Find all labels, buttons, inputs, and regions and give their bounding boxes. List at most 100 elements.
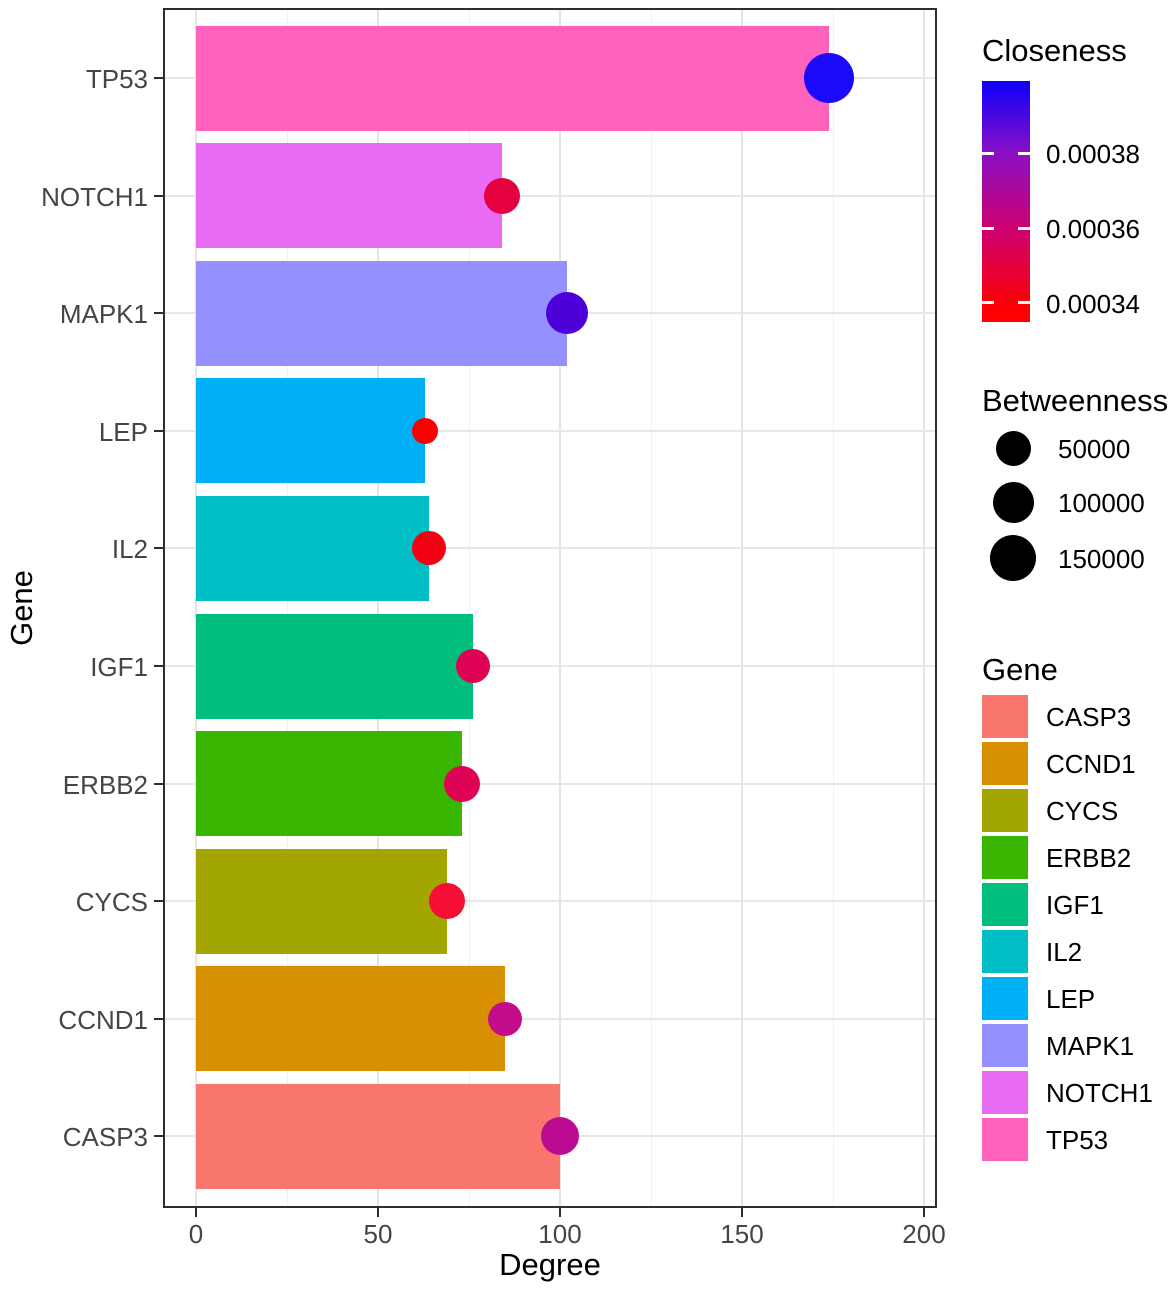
closeness-tick-label-0.00038: 0.00038 [1046, 139, 1140, 170]
bar-CCND1 [196, 966, 506, 1072]
y-tick-label-MAPK1: MAPK1 [59, 299, 148, 330]
y-tick-CCND1 [154, 1017, 163, 1020]
x-major-gridline-100 [559, 8, 561, 1208]
point-IGF1 [455, 649, 490, 683]
closeness-tick-dash-right-0.00036 [1018, 226, 1030, 230]
x-tick-label-150: 150 [720, 1219, 764, 1249]
x-minor-gridline-75 [468, 8, 470, 1208]
closeness-tick-dash-right-0.00038 [1018, 151, 1030, 155]
y-axis-title: Gene [4, 570, 39, 646]
x-major-gridline-150 [741, 8, 743, 1208]
bar-ERBB2 [196, 731, 462, 837]
x-tick-label-100: 100 [538, 1219, 582, 1249]
y-tick-label-TP53: TP53 [85, 64, 148, 94]
bar-LEP [196, 378, 426, 484]
y-tick-label-CYCS: CYCS [75, 887, 148, 918]
bar-CYCS [196, 848, 448, 954]
gene-key-swatch-ERBB2 [982, 835, 1028, 879]
y-tick-LEP [154, 429, 163, 432]
point-MAPK1 [546, 292, 589, 335]
x-tick-label-0: 0 [188, 1219, 204, 1249]
x-minor-gridline-125 [650, 8, 652, 1208]
y-gridline-CCND1 [163, 1017, 937, 1020]
x-tick-50 [377, 1208, 379, 1217]
bar-IGF1 [196, 613, 473, 719]
gene-key-swatch-MAPK1 [982, 1023, 1028, 1067]
x-tick-100 [559, 1208, 561, 1217]
gene-key-label-ERBB2: ERBB2 [1046, 843, 1132, 873]
point-CASP3 [541, 1117, 579, 1156]
gene-key-swatch-CCND1 [982, 741, 1028, 785]
gene-key-swatch-IL2 [982, 929, 1028, 973]
x-tick-150 [741, 1208, 743, 1217]
closeness-tick-dash-left-0.00038 [982, 151, 994, 155]
gene-key-swatch-NOTCH1 [982, 1070, 1028, 1114]
y-gridline-IGF1 [163, 665, 937, 667]
gene-key-label-IGF1: IGF1 [1046, 890, 1104, 920]
closeness-tick-dash-left-0.00034 [982, 301, 994, 305]
bar-NOTCH1 [196, 143, 502, 249]
gene-key-swatch-CASP3 [982, 694, 1028, 738]
y-gridline-NOTCH1 [163, 194, 937, 197]
x-major-gridline-50 [377, 8, 379, 1208]
betweenness-key-label-100000: 100000 [1058, 488, 1145, 518]
gene-key-swatch-TP53 [982, 1117, 1028, 1161]
x-tick-0 [195, 1208, 197, 1217]
y-gridline-ERBB2 [163, 782, 937, 785]
gene-key-label-CYCS: CYCS [1046, 796, 1119, 826]
y-tick-CASP3 [154, 1135, 163, 1138]
betweenness-legend-title: Betweenness [982, 383, 1169, 418]
x-major-gridline-0 [195, 8, 197, 1208]
closeness-tick-label-0.00036: 0.00036 [1046, 214, 1140, 244]
y-tick-label-IL2: IL2 [111, 534, 148, 565]
y-tick-label-CCND1: CCND1 [58, 1004, 148, 1035]
betweenness-key-label-50000: 50000 [1058, 434, 1131, 464]
betweenness-key-circle-100000 [992, 481, 1034, 523]
gene-key-label-TP53: TP53 [1046, 1125, 1109, 1155]
gene-legend-title: Gene [982, 652, 1058, 687]
gene-key-swatch-LEP [982, 976, 1028, 1020]
y-gridline-CYCS [163, 900, 937, 903]
y-tick-NOTCH1 [154, 194, 163, 197]
point-CYCS [429, 883, 466, 920]
point-IL2 [411, 531, 446, 566]
y-gridline-IL2 [163, 547, 937, 550]
y-tick-IL2 [154, 547, 163, 550]
gene-key-swatch-CYCS [982, 788, 1028, 832]
point-TP53 [804, 53, 855, 103]
point-CCND1 [488, 1001, 523, 1036]
x-tick-label-50: 50 [363, 1219, 393, 1249]
y-tick-label-LEP: LEP [98, 416, 148, 447]
gene-key-label-LEP: LEP [1046, 984, 1096, 1014]
gene-key-swatch-IGF1 [982, 882, 1028, 926]
closeness-tick-label-0.00034: 0.00034 [1046, 288, 1140, 319]
x-major-gridline-200 [923, 8, 925, 1208]
closeness-colorbar [982, 81, 1030, 322]
closeness-legend-title: Closeness [982, 33, 1127, 68]
y-tick-TP53 [154, 77, 163, 79]
betweenness-key-label-150000: 150000 [1058, 544, 1145, 574]
y-tick-IGF1 [154, 665, 163, 667]
bar-TP53 [196, 25, 830, 131]
bar-IL2 [196, 495, 429, 601]
point-ERBB2 [443, 765, 480, 802]
y-tick-label-ERBB2: ERBB2 [62, 769, 148, 800]
y-tick-label-NOTCH1: NOTCH1 [41, 181, 148, 212]
betweenness-key-circle-50000 [995, 430, 1031, 466]
y-tick-CYCS [154, 900, 163, 903]
y-gridline-LEP [163, 429, 937, 432]
x-minor-gridline-175 [832, 8, 834, 1208]
x-tick-label-200: 200 [902, 1219, 946, 1249]
betweenness-key-circle-150000 [989, 534, 1037, 582]
x-minor-gridline-25 [286, 8, 288, 1208]
gene-key-label-MAPK1: MAPK1 [1046, 1031, 1135, 1061]
y-tick-MAPK1 [154, 312, 163, 315]
